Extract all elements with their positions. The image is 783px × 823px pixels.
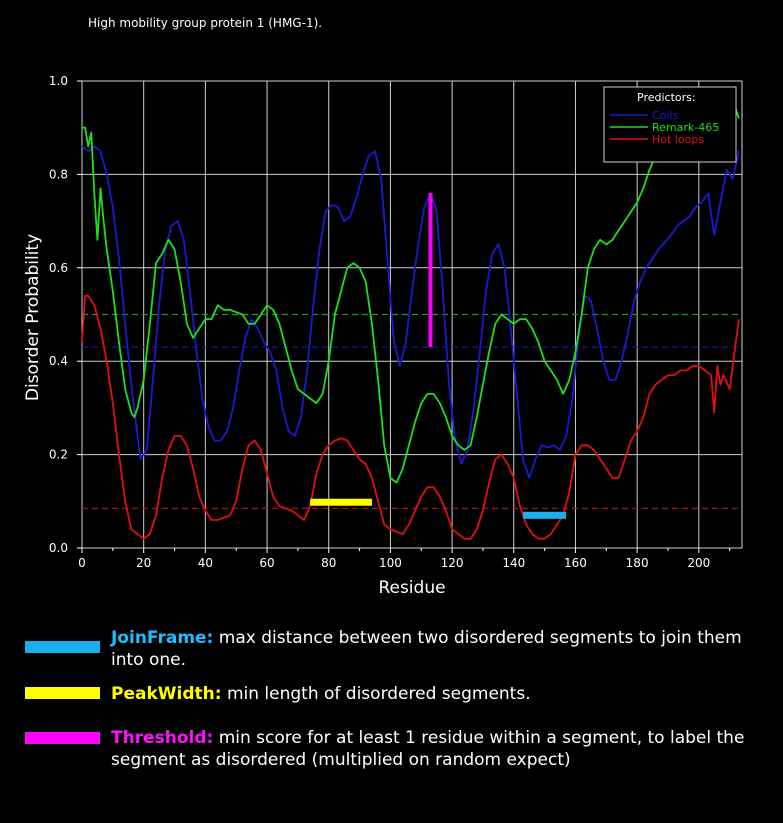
x-tick-label: 40 xyxy=(198,556,213,570)
y-axis-label: Disorder Probability xyxy=(23,234,43,401)
x-axis-label: Residue xyxy=(378,578,445,598)
disorder-chart: High mobility group protein 1 (HMG-1). 0 2… xyxy=(23,16,743,598)
y-tick-label: 0.4 xyxy=(49,354,68,368)
threshold-text: min score for at least 1 residue within … xyxy=(111,728,745,770)
joinframe-term: JoinFrame: xyxy=(111,628,214,648)
peakwidth-marker xyxy=(310,498,372,506)
y-tick-label: 0.6 xyxy=(49,261,68,275)
threshold-description: Threshold: min score for at least 1 resi… xyxy=(111,727,771,771)
peakwidth-term: PeakWidth: xyxy=(111,684,222,704)
joinframe-marker xyxy=(523,511,567,519)
peakwidth-key xyxy=(25,687,100,699)
x-tick-label: 100 xyxy=(379,556,402,570)
x-tick-label: 120 xyxy=(441,556,464,570)
threshold-marker xyxy=(428,193,433,348)
series-line-remark-465 xyxy=(82,103,740,484)
threshold-term: Threshold: xyxy=(111,728,214,748)
x-tick-label: 200 xyxy=(687,556,710,570)
y-tick-label: 1.0 xyxy=(49,74,68,88)
x-tick-label: 140 xyxy=(502,556,525,570)
legend-entry: Hot loops xyxy=(652,133,704,146)
joinframe-text: max distance between two disordered segm… xyxy=(111,628,742,670)
x-tick-label: 20 xyxy=(136,556,151,570)
x-tick-label: 60 xyxy=(259,556,274,570)
x-tick-label: 160 xyxy=(564,556,587,570)
x-tick-label: 0 xyxy=(78,556,86,570)
legend-entry: Coils xyxy=(652,109,679,122)
y-tick-label: 0.2 xyxy=(49,448,68,462)
legend-title: Predictors: xyxy=(637,91,696,104)
series-line-coils xyxy=(81,145,740,479)
joinframe-key xyxy=(25,641,100,653)
legend-box xyxy=(603,86,737,163)
chart-title: High mobility group protein 1 (HMG-1). xyxy=(88,16,322,30)
peakwidth-text: min length of disordered segments. xyxy=(221,684,531,704)
joinframe-description: JoinFrame: max distance between two diso… xyxy=(111,627,771,671)
threshold-key xyxy=(25,732,100,744)
x-tick-label: 180 xyxy=(626,556,649,570)
y-tick-label: 0.8 xyxy=(49,167,68,181)
x-tick-label: 80 xyxy=(321,556,336,570)
legend-entry: Remark-465 xyxy=(652,121,719,134)
series-line-hot-loops xyxy=(81,294,740,540)
y-tick-label: 0.0 xyxy=(49,541,68,555)
peakwidth-description: PeakWidth: min length of disordered segm… xyxy=(111,683,771,705)
